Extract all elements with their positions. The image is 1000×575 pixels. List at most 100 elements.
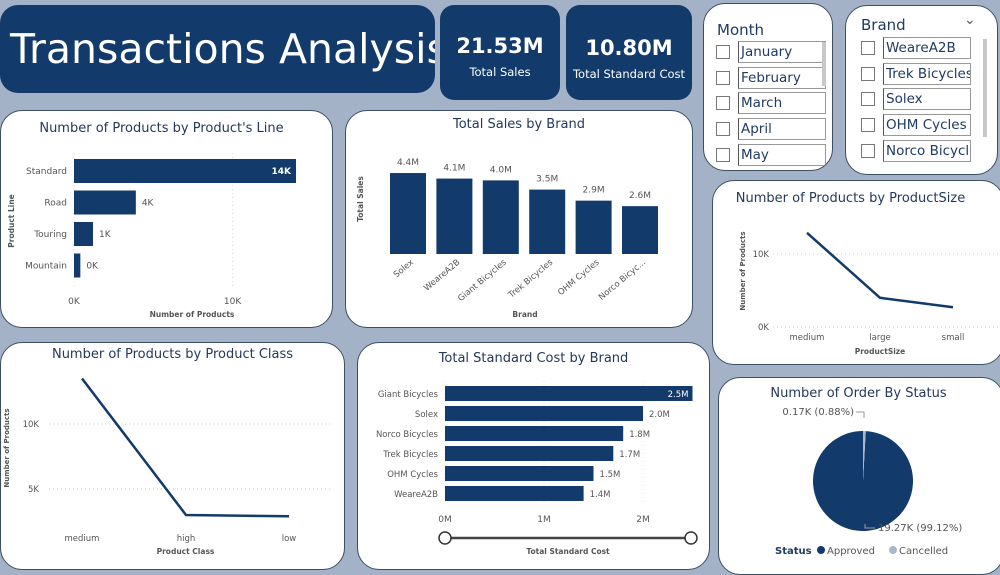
chart-title: Number of Products by Product's Line bbox=[39, 121, 284, 136]
tick-label: 10K bbox=[23, 420, 40, 430]
checkbox[interactable] bbox=[861, 118, 875, 133]
bar bbox=[445, 446, 614, 461]
chart-sales-by-brand: Total Sales by Brand 4.4M Solex 4.1M WeareA… bbox=[345, 110, 693, 328]
y-axis-title: Product Line bbox=[7, 194, 16, 247]
slicer-item-label: OHM Cycles bbox=[883, 114, 971, 137]
bar bbox=[390, 173, 426, 254]
series-line bbox=[806, 231, 954, 309]
slicer-title: Brand bbox=[861, 16, 906, 34]
data-label: 2.9M bbox=[583, 186, 605, 196]
checkbox[interactable] bbox=[861, 66, 875, 81]
bar bbox=[445, 486, 584, 501]
category-label: OHM Cycles bbox=[556, 257, 602, 298]
checkbox[interactable] bbox=[716, 147, 730, 162]
bar bbox=[482, 180, 519, 254]
bar bbox=[575, 200, 612, 254]
slicer-item[interactable]: February bbox=[716, 66, 826, 89]
slicer-item[interactable]: OHM Cycles bbox=[861, 114, 971, 137]
page-title: Transactions Analysis bbox=[10, 25, 435, 73]
tick-label: 1M bbox=[537, 515, 551, 525]
category-label: Solex bbox=[392, 258, 416, 280]
chart-title: Total Standard Cost by Brand bbox=[438, 351, 629, 366]
category-label: low bbox=[282, 534, 297, 544]
checkbox[interactable] bbox=[861, 41, 875, 55]
category-label: Giant Bicycles bbox=[378, 390, 439, 400]
category-label: large bbox=[869, 333, 891, 343]
brand-slicer: Brand ⌄ WeareA2B Trek Bicycles Solex OHM Cy… bbox=[845, 5, 998, 175]
checkbox[interactable] bbox=[716, 45, 730, 59]
slicer-item-label: February bbox=[738, 66, 826, 89]
data-label: 1.4M bbox=[590, 490, 611, 500]
scrollbar[interactable] bbox=[822, 42, 826, 86]
checkbox[interactable] bbox=[861, 92, 875, 107]
category-label: Norco Bicyc... bbox=[597, 258, 648, 303]
data-label: 4.0M bbox=[490, 165, 512, 175]
scrollbar[interactable] bbox=[983, 39, 987, 137]
slicer-item-label: Solex bbox=[883, 88, 971, 111]
category-label: WeareA2B bbox=[394, 490, 438, 500]
tick-label: 0M bbox=[438, 515, 452, 525]
bar bbox=[74, 253, 81, 278]
x-axis-title: Number of Products bbox=[150, 310, 235, 319]
slicer-item[interactable]: Solex bbox=[861, 88, 971, 111]
tick-label: 0K bbox=[758, 323, 769, 333]
slicer-item-label: WeareA2B bbox=[883, 37, 971, 59]
slicer-item[interactable]: March bbox=[716, 92, 826, 115]
bar bbox=[436, 178, 473, 254]
data-label: 1K bbox=[99, 230, 112, 240]
range-slider-handle[interactable] bbox=[684, 531, 698, 545]
checkbox[interactable] bbox=[716, 70, 730, 85]
slicer-item-label: Norco Bicycles bbox=[883, 139, 971, 162]
category-label: medium bbox=[790, 333, 825, 343]
x-axis-title: Total Standard Cost bbox=[526, 547, 610, 556]
category-label: high bbox=[177, 534, 196, 544]
category-label: small bbox=[942, 333, 965, 343]
bar bbox=[445, 406, 643, 421]
checkbox[interactable] bbox=[861, 143, 875, 158]
slicer-item-label: January bbox=[738, 41, 826, 63]
slicer-item[interactable]: Trek Bicycles bbox=[861, 62, 971, 85]
data-label: 3.5M bbox=[536, 175, 558, 185]
month-slicer: Month January February March April May bbox=[703, 3, 833, 171]
data-label: 0K bbox=[86, 262, 99, 272]
checkbox[interactable] bbox=[716, 122, 730, 137]
x-axis-title: Brand bbox=[512, 310, 537, 319]
slicer-item[interactable]: January bbox=[716, 41, 826, 63]
tick-label: 10K bbox=[753, 250, 770, 260]
series-line bbox=[81, 377, 290, 518]
slicer-item-label: May bbox=[738, 143, 826, 166]
slicer-item-label: March bbox=[738, 92, 826, 115]
bar bbox=[445, 386, 693, 401]
bar bbox=[74, 190, 136, 215]
tick-label: 5K bbox=[28, 485, 39, 495]
category-label: Solex bbox=[415, 410, 438, 420]
kpi-label: Total Standard Cost bbox=[572, 67, 686, 81]
slicer-item[interactable]: May bbox=[716, 143, 826, 166]
data-label: 4K bbox=[142, 199, 155, 209]
slicer-item-label: April bbox=[738, 118, 826, 141]
kpi-label: Total Sales bbox=[469, 65, 531, 79]
checkbox[interactable] bbox=[716, 96, 730, 111]
range-slider-handle[interactable] bbox=[438, 531, 452, 545]
chart-product-class: Number of Products by Product Class 5K 10… bbox=[0, 342, 345, 570]
legend-marker-cancelled bbox=[889, 546, 897, 554]
bar bbox=[445, 426, 624, 441]
pie-slice-approved bbox=[813, 431, 914, 531]
legend-label: Approved bbox=[827, 546, 875, 557]
kpi-value: 10.80M bbox=[585, 36, 673, 60]
category-label: Norco Bicycles bbox=[376, 430, 439, 440]
chevron-down-icon[interactable]: ⌄ bbox=[964, 12, 976, 28]
y-axis-title: Number of Products bbox=[739, 231, 747, 310]
category-label: Road bbox=[44, 199, 67, 209]
chart-standard-cost-by-brand: Total Standard Cost by Brand 0M 1M 2M Giant… bbox=[357, 342, 710, 570]
slicer-item-label: Trek Bicycles bbox=[883, 62, 971, 85]
chart-title: Number of Products by ProductSize bbox=[735, 191, 966, 206]
slicer-item[interactable]: WeareA2B bbox=[861, 37, 971, 59]
slicer-item[interactable]: Norco Bicycles bbox=[861, 139, 971, 162]
chart-title: Total Sales by Brand bbox=[452, 117, 586, 132]
slicer-item[interactable]: April bbox=[716, 118, 826, 141]
kpi-value: 21.53M bbox=[456, 34, 544, 58]
data-label: 2.6M bbox=[629, 191, 651, 201]
x-axis-title: ProductSize bbox=[855, 347, 906, 356]
tick-label: 2M bbox=[636, 515, 650, 525]
